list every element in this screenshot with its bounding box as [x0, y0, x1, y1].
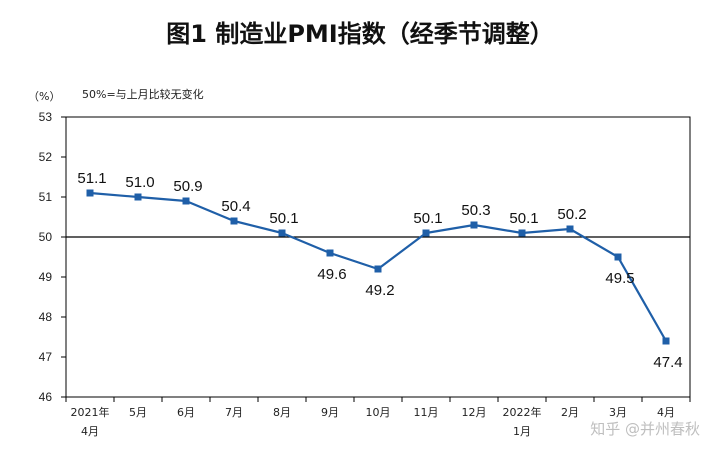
data-label: 49.2 — [365, 282, 394, 299]
data-label: 51.1 — [77, 170, 106, 187]
data-label: 50.2 — [557, 206, 586, 223]
data-point-marker — [662, 337, 670, 345]
data-point-marker — [374, 265, 382, 273]
watermark: 知乎 @并州春秋 — [590, 420, 700, 438]
data-label: 50.3 — [461, 202, 490, 219]
data-point-marker — [614, 253, 622, 261]
data-label: 50.9 — [173, 178, 202, 195]
data-label: 51.0 — [125, 174, 154, 191]
data-point-marker — [86, 189, 94, 197]
data-point-marker — [278, 229, 286, 237]
y-tick-label: 51 — [39, 190, 53, 204]
data-point-marker — [230, 217, 238, 225]
data-label: 49.6 — [317, 266, 346, 283]
x-tick-label: 9月 — [321, 406, 339, 419]
x-tick-label: 11月 — [414, 406, 439, 419]
x-tick-label: 2022年 — [503, 405, 542, 419]
y-tick-label: 48 — [39, 310, 53, 324]
y-tick-label: 49 — [39, 270, 53, 284]
x-tick-label: 6月 — [177, 406, 195, 419]
x-tick-label: 8月 — [273, 406, 291, 419]
data-point-marker — [518, 229, 526, 237]
chart-title: 图1 制造业PMI指数（经季节调整） — [166, 20, 553, 48]
data-point-marker — [326, 249, 334, 257]
y-tick-label: 50 — [39, 230, 53, 244]
y-tick-label: 53 — [39, 110, 53, 124]
x-tick-label: 3月 — [609, 406, 627, 419]
data-point-marker — [470, 221, 478, 229]
x-tick-label: 1月 — [513, 425, 531, 438]
y-tick-label: 47 — [39, 350, 53, 364]
x-tick-label: 4月 — [81, 425, 99, 438]
data-point-marker — [134, 193, 142, 201]
x-tick-label: 4月 — [657, 406, 675, 419]
x-tick-label: 2月 — [561, 406, 579, 419]
data-label: 50.4 — [221, 198, 250, 215]
y-tick-label: 52 — [39, 150, 53, 164]
data-label: 49.5 — [605, 270, 634, 287]
y-tick-label: 46 — [39, 390, 53, 404]
data-label: 50.1 — [269, 210, 298, 227]
data-label: 50.1 — [413, 210, 442, 227]
plot-frame — [65, 116, 691, 398]
data-label: 50.1 — [509, 210, 538, 227]
data-point-marker — [182, 197, 190, 205]
x-tick-label: 2021年 — [71, 405, 110, 419]
y-unit-label: （%） — [28, 90, 60, 103]
data-label: 47.4 — [653, 354, 682, 371]
data-point-marker — [566, 225, 574, 233]
x-tick-label: 10月 — [366, 406, 391, 419]
x-tick-label: 12月 — [462, 406, 487, 419]
reference-note: 50%=与上月比较无变化 — [82, 87, 204, 101]
x-tick-label: 5月 — [129, 406, 147, 419]
x-tick-label: 7月 — [225, 406, 243, 419]
data-point-marker — [422, 229, 430, 237]
